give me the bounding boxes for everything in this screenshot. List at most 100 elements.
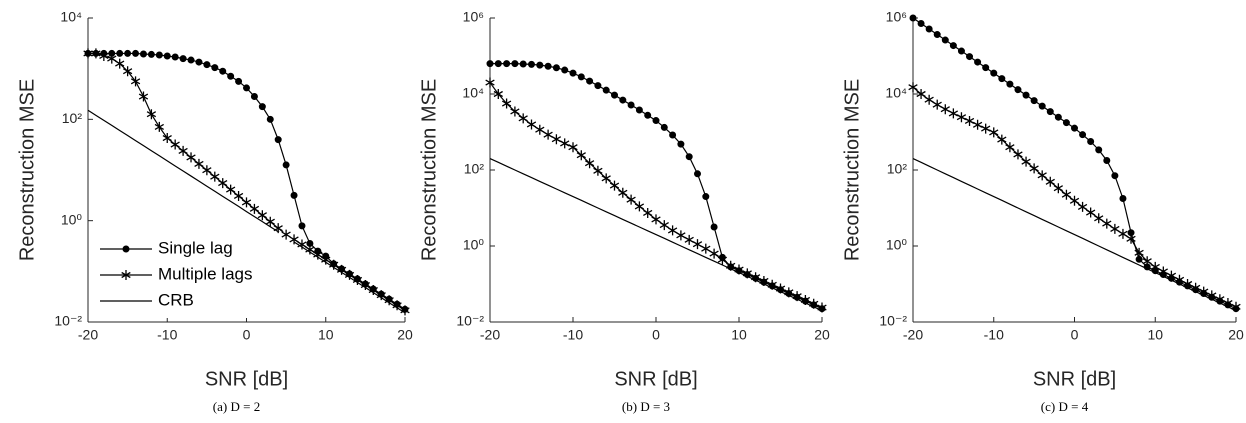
marker [1142,256,1152,267]
marker [274,136,282,144]
marker [750,272,761,283]
y-tick-label: 10⁰ [61,211,83,227]
legend-label: Multiple lags [158,264,253,283]
marker [916,89,926,99]
marker [1087,138,1095,146]
marker [659,220,669,231]
marker [784,287,794,298]
y-tick-label: 10⁻² [456,313,484,329]
y-tick-label: 10⁶ [886,9,907,25]
marker [717,254,728,265]
y-tick-label: 10² [464,161,485,177]
marker [1062,119,1070,127]
marker [809,298,819,309]
marker [667,225,678,236]
marker [116,49,124,57]
marker [1118,228,1128,239]
marker [611,91,618,99]
marker [171,53,179,61]
marker [235,77,243,85]
marker [702,193,710,201]
marker [501,98,512,109]
marker [162,133,172,144]
marker [1053,183,1064,194]
marker [1166,270,1177,281]
x-tick-label: -20 [78,327,98,343]
marker [594,82,602,90]
marker [154,121,164,132]
marker [561,66,569,74]
marker [956,112,967,123]
marker [685,153,693,161]
marker [676,230,686,241]
x-tick-label: 10 [318,327,334,343]
caption: (a) D = 2 [213,399,260,414]
marker [1029,163,1039,174]
marker [949,42,957,50]
marker [195,58,203,66]
marker [544,62,552,70]
marker [1021,156,1031,167]
marker [233,190,244,201]
marker [486,60,494,68]
marker [1119,194,1127,202]
x-axis-label: SNR [dB] [1033,368,1116,390]
marker [634,201,645,212]
marker [298,222,306,230]
marker [643,207,653,218]
marker [510,106,520,117]
marker [202,165,212,176]
marker [91,48,101,59]
marker [179,55,187,63]
y-tick-label: 10⁰ [463,237,485,253]
x-tick-label: -10 [563,327,583,343]
marker [132,49,140,57]
marker [147,50,155,58]
marker [552,64,560,72]
marker [384,295,394,306]
series-line [489,82,823,309]
x-tick-label: -10 [984,327,1004,343]
marker [124,49,132,57]
marker [392,300,402,311]
marker [710,223,718,231]
marker [577,73,585,81]
marker [651,214,661,225]
marker [297,239,307,250]
marker [518,113,528,124]
marker [170,139,180,150]
series-line [912,17,1237,310]
marker [290,191,298,199]
marker [997,134,1007,145]
marker [932,99,942,110]
y-tick-label: 10² [62,110,83,126]
marker [1158,266,1168,277]
marker [535,124,545,135]
marker [551,134,562,145]
marker [957,47,965,55]
y-axis-label: Reconstruction MSE [418,79,440,261]
marker [1111,172,1119,180]
marker [352,274,363,285]
marker [485,77,495,88]
marker [1022,91,1030,99]
marker [83,48,93,59]
marker [726,260,736,271]
marker [1182,279,1193,289]
marker [1190,282,1201,293]
marker [1030,97,1038,105]
series-line [490,62,823,310]
marker [257,210,268,221]
marker [972,119,983,130]
x-tick-label: 20 [814,327,830,343]
marker [734,264,744,275]
subplot: 10⁻² 10⁰ 10² 10⁴ 10⁶ -20 -10 0 10 20 SNR [dB] Recon… [841,9,1244,414]
marker [360,280,371,291]
marker [321,254,331,265]
marker [933,31,941,39]
series-line [912,158,1237,312]
marker [626,194,636,205]
x-tick-label: -20 [903,327,923,343]
marker [99,50,109,61]
marker [759,275,769,286]
